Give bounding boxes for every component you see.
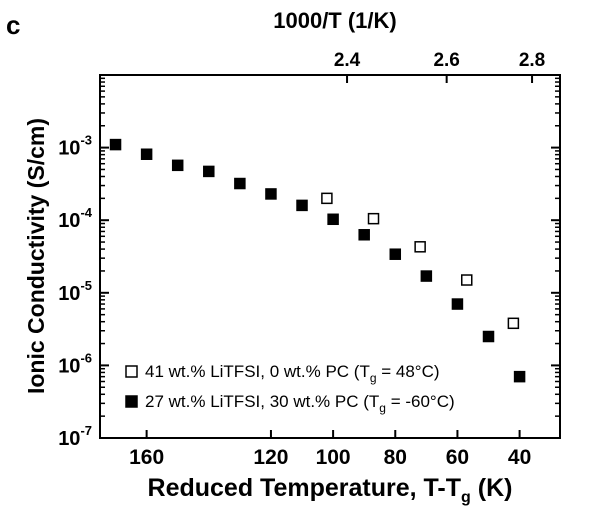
y-tick-label: 10-5 (58, 278, 92, 305)
data-point-filled-square (482, 330, 495, 343)
legend-entry-2: 27 wt.% LiTFSI, 30 wt.% PC (Tg = -60°C) (145, 392, 455, 415)
x-tick-label: 60 (446, 446, 469, 469)
x-axis-label-unit: (K) (471, 474, 513, 502)
legend-entry-1-sub: g (370, 371, 377, 385)
data-point-open-square (414, 241, 426, 253)
y-tick-label: 10-4 (58, 205, 93, 232)
legend-marker-filled-square (125, 395, 138, 408)
data-point-filled-square (203, 165, 215, 178)
x-tick-label: 160 (129, 446, 164, 469)
y-tick-label: 10-7 (58, 423, 92, 450)
y-axis: 10-3 10-4 10-5 10-6 10-7 (58, 77, 560, 450)
series-filled-squares (109, 138, 526, 383)
data-point-open-square (461, 274, 473, 286)
data-point-filled-square (513, 370, 526, 383)
series-open-squares (321, 192, 520, 330)
data-point-open-square (367, 212, 380, 225)
x-axis: 160 120 100 80 60 40 (129, 430, 531, 469)
top-tick-label: 2.8 (519, 50, 545, 71)
legend-entry-1-tail: = 48°C) (377, 362, 440, 381)
data-point-filled-square (389, 248, 402, 260)
x-axis-label: Reduced Temperature, T-Tg (K) (148, 474, 513, 506)
y-tick-label: 10-6 (58, 350, 92, 377)
y-tick-label: 10-3 (58, 133, 92, 160)
legend: 41 wt.% LiTFSI, 0 wt.% PC (Tg = 48°C) 27… (125, 362, 455, 415)
top-tick-label: 2.6 (433, 50, 459, 71)
data-point-filled-square (296, 199, 308, 212)
data-point-filled-square (265, 188, 277, 200)
x-tick-label: 100 (316, 446, 351, 469)
data-point-filled-square (140, 148, 153, 160)
top-axis: 2.42.62.833.2 (334, 50, 545, 83)
x-tick-label: 80 (384, 446, 407, 469)
x-axis-label-main: Reduced Temperature, T-T (148, 474, 462, 502)
legend-entry-2-sub: g (379, 401, 386, 415)
panel-label: c (6, 10, 20, 40)
legend-entry-1-text: 41 wt.% LiTFSI, 0 wt.% PC (T (145, 362, 370, 381)
x-axis-label-subscript: g (461, 489, 471, 506)
data-point-filled-square (327, 213, 339, 226)
y-axis-label: Ionic Conductivity (S/cm) (23, 118, 49, 394)
data-point-filled-square (420, 270, 433, 282)
top-axis-label: 1000/T (1/K) (273, 8, 397, 33)
data-point-filled-square (109, 138, 122, 151)
data-point-open-square (321, 192, 333, 205)
legend-entry-1: 41 wt.% LiTFSI, 0 wt.% PC (Tg = 48°C) (145, 362, 440, 385)
plot-frame (99, 74, 561, 439)
legend-entry-2-tail: = -60°C) (386, 392, 455, 411)
legend-marker-open-square (125, 365, 138, 378)
legend-entry-2-text: 27 wt.% LiTFSI, 30 wt.% PC (T (145, 392, 379, 411)
top-tick-label: 2.4 (334, 50, 361, 71)
x-tick-label: 40 (508, 446, 531, 469)
data-point-filled-square (451, 298, 464, 310)
x-tick-label: 120 (253, 446, 288, 469)
data-point-filled-square (358, 229, 370, 241)
data-point-open-square (507, 317, 520, 330)
data-point-filled-square (171, 159, 184, 172)
data-point-filled-square (234, 177, 246, 190)
